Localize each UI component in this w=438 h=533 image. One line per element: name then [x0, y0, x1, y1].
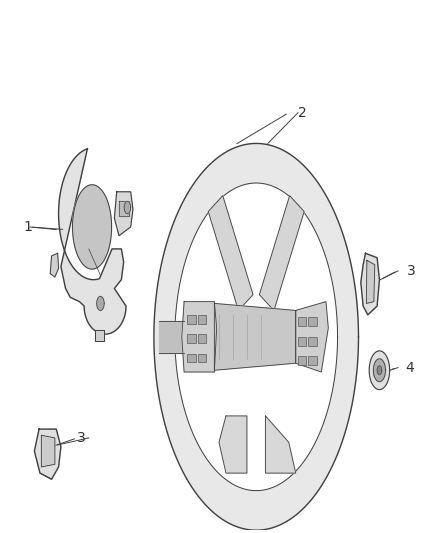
Bar	[187, 334, 196, 343]
Polygon shape	[95, 330, 104, 341]
Polygon shape	[367, 260, 375, 303]
Polygon shape	[41, 435, 55, 467]
Text: 3: 3	[407, 264, 416, 278]
Polygon shape	[219, 416, 247, 473]
Bar	[187, 315, 196, 324]
Polygon shape	[154, 143, 358, 530]
Polygon shape	[296, 302, 328, 372]
Polygon shape	[159, 321, 184, 353]
Bar	[187, 353, 196, 362]
Polygon shape	[114, 192, 133, 236]
Bar	[198, 334, 206, 343]
Text: 4: 4	[405, 361, 414, 375]
Polygon shape	[377, 366, 382, 375]
Bar	[198, 315, 206, 324]
Polygon shape	[369, 351, 390, 390]
Polygon shape	[208, 196, 253, 311]
Bar	[198, 353, 206, 362]
Polygon shape	[182, 302, 217, 372]
Polygon shape	[361, 253, 379, 315]
Polygon shape	[119, 200, 129, 215]
Bar	[298, 337, 307, 345]
Polygon shape	[35, 429, 61, 479]
Polygon shape	[124, 201, 131, 214]
Text: 2: 2	[298, 106, 307, 120]
Polygon shape	[73, 185, 112, 269]
Bar	[308, 356, 317, 365]
Bar	[298, 356, 307, 365]
Polygon shape	[97, 296, 104, 310]
Bar	[298, 318, 307, 326]
Polygon shape	[259, 196, 304, 311]
Polygon shape	[50, 253, 59, 277]
Text: 1: 1	[24, 220, 32, 234]
Text: 3: 3	[77, 431, 86, 445]
Polygon shape	[214, 303, 296, 370]
Polygon shape	[373, 359, 385, 382]
Polygon shape	[59, 149, 126, 334]
Bar	[308, 318, 317, 326]
Bar	[308, 337, 317, 345]
Polygon shape	[265, 416, 296, 473]
